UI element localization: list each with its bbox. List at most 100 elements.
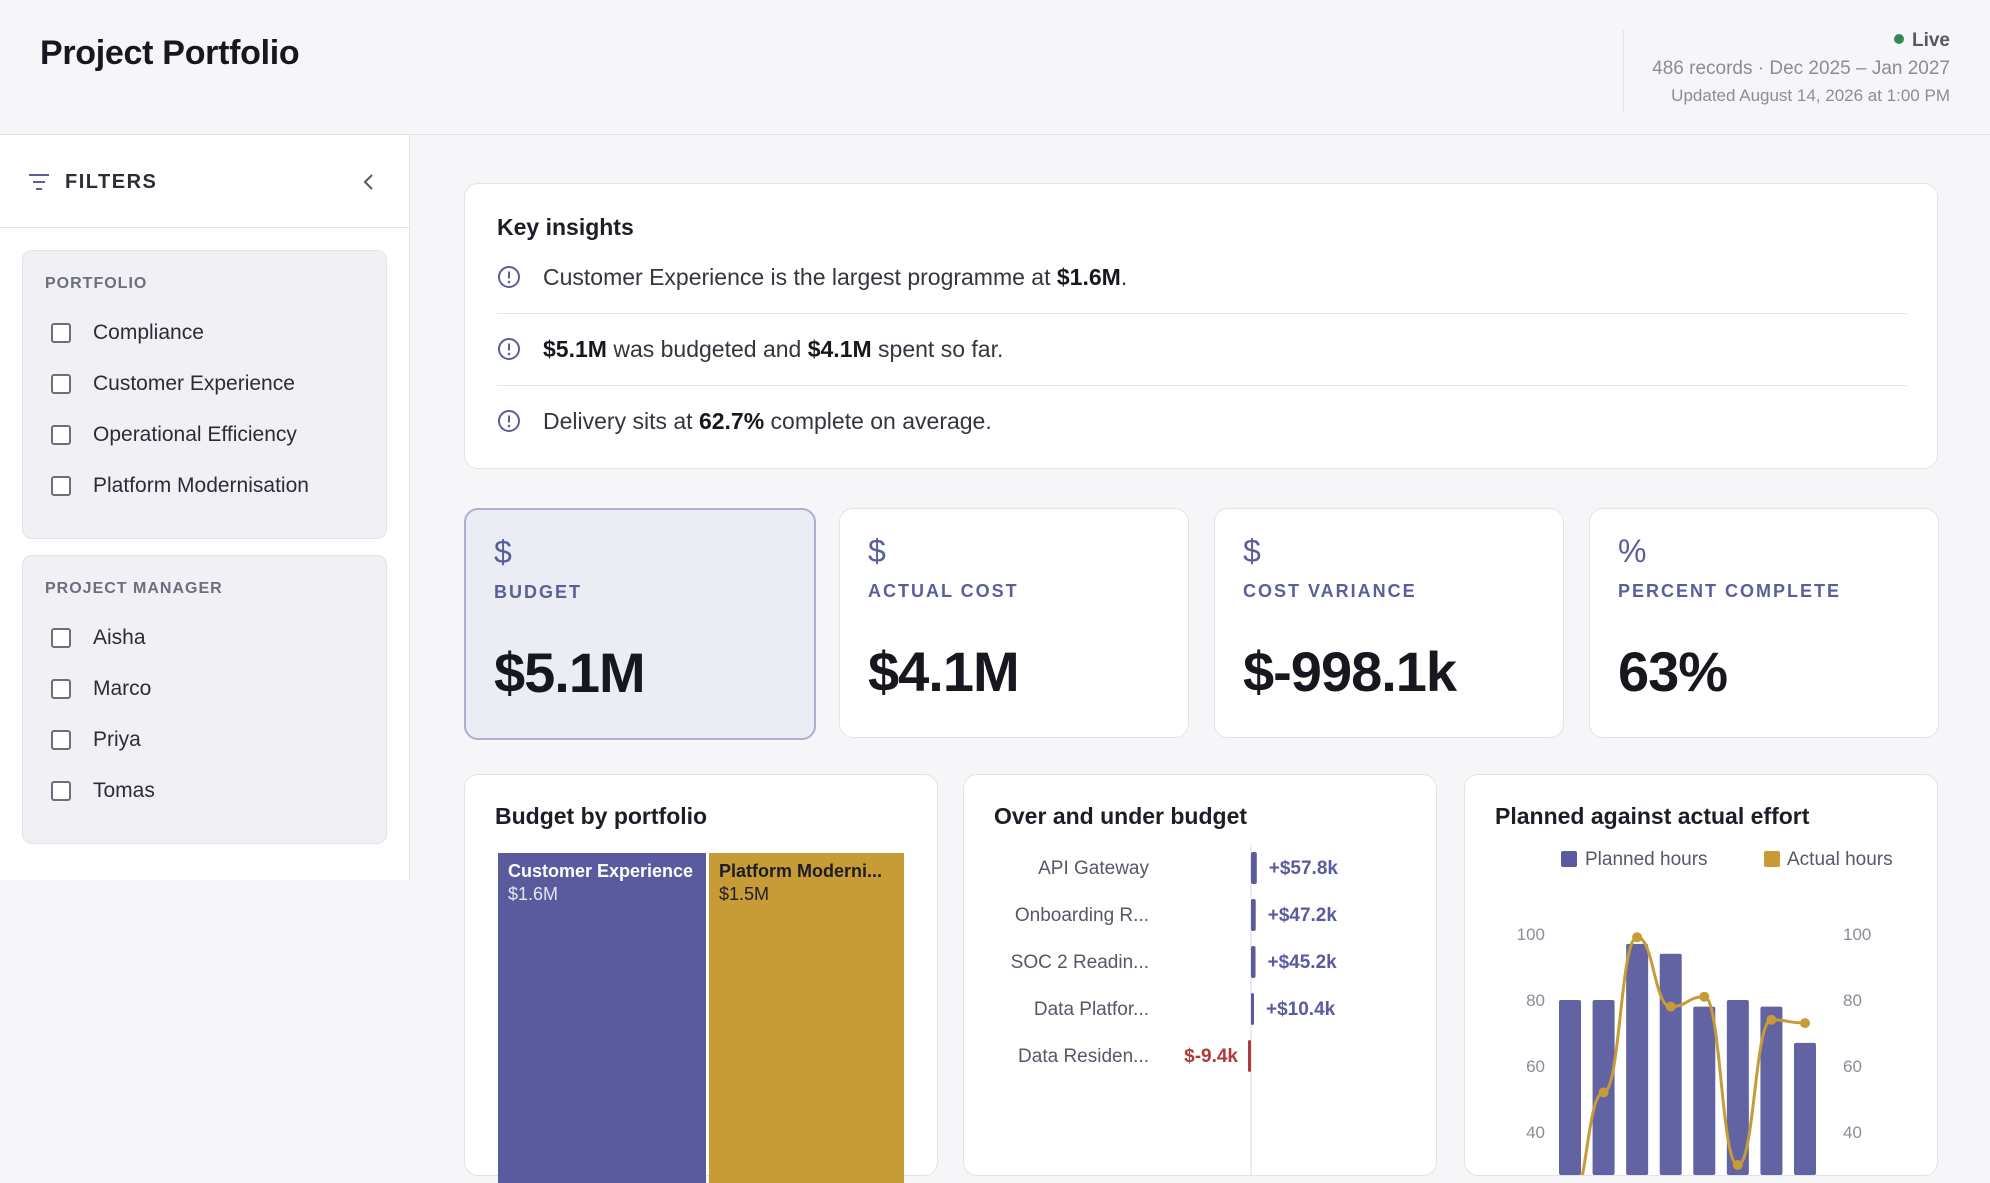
key-insights-card: Key insights Customer Experience is the … — [464, 183, 1938, 469]
actual-hours-point[interactable] — [1665, 1001, 1676, 1012]
treemap-label: Customer Experience — [508, 861, 694, 881]
category-label: Onboarding R... — [1015, 905, 1149, 926]
treemap-rect[interactable]: Customer Experience $1.6M — [498, 853, 706, 1183]
divider — [497, 385, 1907, 386]
planned-bar[interactable] — [1693, 1006, 1716, 1175]
budget-by-portfolio-card: Budget by portfolio Customer Experience $… — [464, 774, 938, 1183]
checkbox[interactable] — [51, 425, 71, 445]
planned-bar[interactable] — [1794, 1042, 1816, 1175]
filter-option-marco[interactable]: Marco — [51, 674, 151, 704]
filter-option-compliance[interactable]: Compliance — [51, 318, 204, 348]
insights-title: Key insights — [497, 214, 634, 240]
insight-row: Delivery sits at 62.7% complete on avera… — [497, 392, 1907, 450]
legend-swatch — [1764, 851, 1780, 867]
y-tick-label-right: 60 — [1843, 1057, 1862, 1076]
variance-bar[interactable] — [1251, 946, 1256, 978]
actual-hours-point[interactable] — [1598, 1087, 1609, 1098]
filter-group-portfolio: PORTFOLIO Compliance Customer Experience… — [22, 250, 387, 539]
alert-circle-icon — [498, 410, 520, 432]
variance-bar[interactable] — [1248, 1040, 1251, 1072]
kpi-card-percent-complete[interactable]: % PERCENT COMPLETE 63% — [1589, 508, 1939, 738]
insight-text: $5.1M was budgeted and $4.1M spent so fa… — [543, 335, 1004, 362]
planned-bar[interactable] — [1659, 953, 1682, 1175]
filter-option-label: Operational Efficiency — [93, 423, 297, 446]
legend-label: Planned hours — [1585, 849, 1708, 870]
value-label: +$47.2k — [1268, 905, 1338, 926]
live-indicator: Live — [1652, 30, 1950, 52]
filters-title: FILTERS — [65, 171, 158, 193]
dollar-icon: $ — [868, 533, 886, 569]
filter-option-operational-efficiency[interactable]: Operational Efficiency — [51, 420, 297, 450]
filter-option-label: Tomas — [93, 779, 155, 802]
checkbox[interactable] — [51, 323, 71, 343]
kpi-label: ACTUAL COST — [868, 581, 1019, 601]
kpi-value: 63% — [1618, 640, 1728, 703]
insight-row: Customer Experience is the largest progr… — [497, 248, 1907, 306]
checkbox[interactable] — [51, 781, 71, 801]
actual-hours-point[interactable] — [1699, 991, 1710, 1002]
kpi-value: $-998.1k — [1243, 640, 1457, 703]
y-tick-label-right: 80 — [1843, 991, 1862, 1010]
checkbox[interactable] — [51, 374, 71, 394]
percent-icon: % — [1618, 533, 1647, 569]
dollar-icon: $ — [494, 534, 512, 570]
checkbox[interactable] — [51, 476, 71, 496]
kpi-label: PERCENT COMPLETE — [1618, 581, 1842, 601]
filter-option-label: Platform Modernisation — [93, 474, 309, 497]
planned-vs-actual-card: Planned against actual effort Planned ho… — [1464, 774, 1938, 1176]
page-title: Project Portfolio — [40, 34, 300, 72]
kpi-value: $4.1M — [868, 640, 1020, 703]
category-label: API Gateway — [1038, 858, 1149, 879]
dataset-meta: Live 486 records · Dec 2025 – Jan 2027 U… — [1623, 30, 1950, 112]
live-dot-icon — [1893, 34, 1904, 44]
y-tick-label-right: 40 — [1843, 1123, 1862, 1142]
checkbox[interactable] — [51, 730, 71, 750]
kpi-card-budget[interactable]: $ BUDGET $5.1M — [464, 508, 816, 740]
value-label: +$10.4k — [1266, 999, 1336, 1020]
filter-option-priya[interactable]: Priya — [51, 725, 141, 755]
filter-group-title: PORTFOLIO — [45, 275, 148, 292]
actual-hours-point[interactable] — [1732, 1160, 1743, 1170]
variance-bar[interactable] — [1251, 899, 1256, 931]
kpi-card-cost-variance[interactable]: $ COST VARIANCE $-998.1k — [1214, 508, 1564, 738]
planned-bar[interactable] — [1559, 1000, 1581, 1175]
last-updated: Updated August 14, 2026 at 1:00 PM — [1671, 86, 1950, 105]
filter-option-tomas[interactable]: Tomas — [51, 776, 155, 806]
collapse-sidebar-icon[interactable] — [361, 172, 375, 192]
filter-option-aisha[interactable]: Aisha — [51, 623, 146, 653]
insight-text: Delivery sits at 62.7% complete on avera… — [543, 407, 992, 434]
category-label: SOC 2 Readin... — [1011, 952, 1149, 973]
filter-group-title: PROJECT MANAGER — [45, 580, 223, 597]
effort-combo-chart: Planned hours Actual hours 100 100 80 80 60 60 4… — [1517, 849, 1893, 1175]
category-label: Data Platfor... — [1034, 999, 1149, 1020]
variance-bar-chart: API Gateway +$57.8k Onboarding R... +$47.2k… — [1011, 845, 1338, 1175]
kpi-label: COST VARIANCE — [1243, 581, 1417, 601]
checkbox[interactable] — [51, 679, 71, 699]
actual-hours-point[interactable] — [1632, 932, 1643, 943]
checkbox[interactable] — [51, 628, 71, 648]
filter-option-platform-modernisation[interactable]: Platform Modernisation — [51, 471, 309, 501]
kpi-card-actual-cost[interactable]: $ ACTUAL COST $4.1M — [839, 508, 1189, 738]
alert-circle-icon — [498, 338, 520, 360]
filters-sidebar: FILTERS PORTFOLIO Compliance Customer Ex… — [0, 135, 410, 880]
planned-bar[interactable] — [1626, 943, 1649, 1175]
actual-hours-point[interactable] — [1800, 1018, 1810, 1029]
kpi-label: BUDGET — [494, 582, 582, 602]
treemap-label: Platform Moderni... — [719, 861, 883, 881]
actual-hours-point[interactable] — [1766, 1014, 1777, 1025]
filter-option-label: Compliance — [93, 321, 204, 344]
dollar-icon: $ — [1243, 533, 1261, 569]
page-header: Project Portfolio Live 486 records · Dec… — [0, 0, 1990, 135]
y-tick-label-right: 100 — [1843, 925, 1871, 944]
treemap-rect[interactable]: Platform Moderni... $1.5M — [709, 853, 904, 1183]
filter-option-label: Aisha — [93, 626, 146, 649]
variance-bar[interactable] — [1251, 852, 1257, 884]
over-under-budget-card: Over and under budget API Gateway +$57.8k… — [963, 774, 1437, 1176]
legend-label: Actual hours — [1787, 849, 1893, 870]
filter-option-customer-experience[interactable]: Customer Experience — [51, 369, 295, 399]
records-summary: 486 records · Dec 2025 – Jan 2027 — [1652, 58, 1950, 79]
treemap-value: $1.6M — [508, 884, 559, 904]
y-tick-label-left: 80 — [1526, 991, 1545, 1010]
chart-title: Over and under budget — [994, 803, 1248, 829]
variance-bar[interactable] — [1251, 993, 1254, 1025]
